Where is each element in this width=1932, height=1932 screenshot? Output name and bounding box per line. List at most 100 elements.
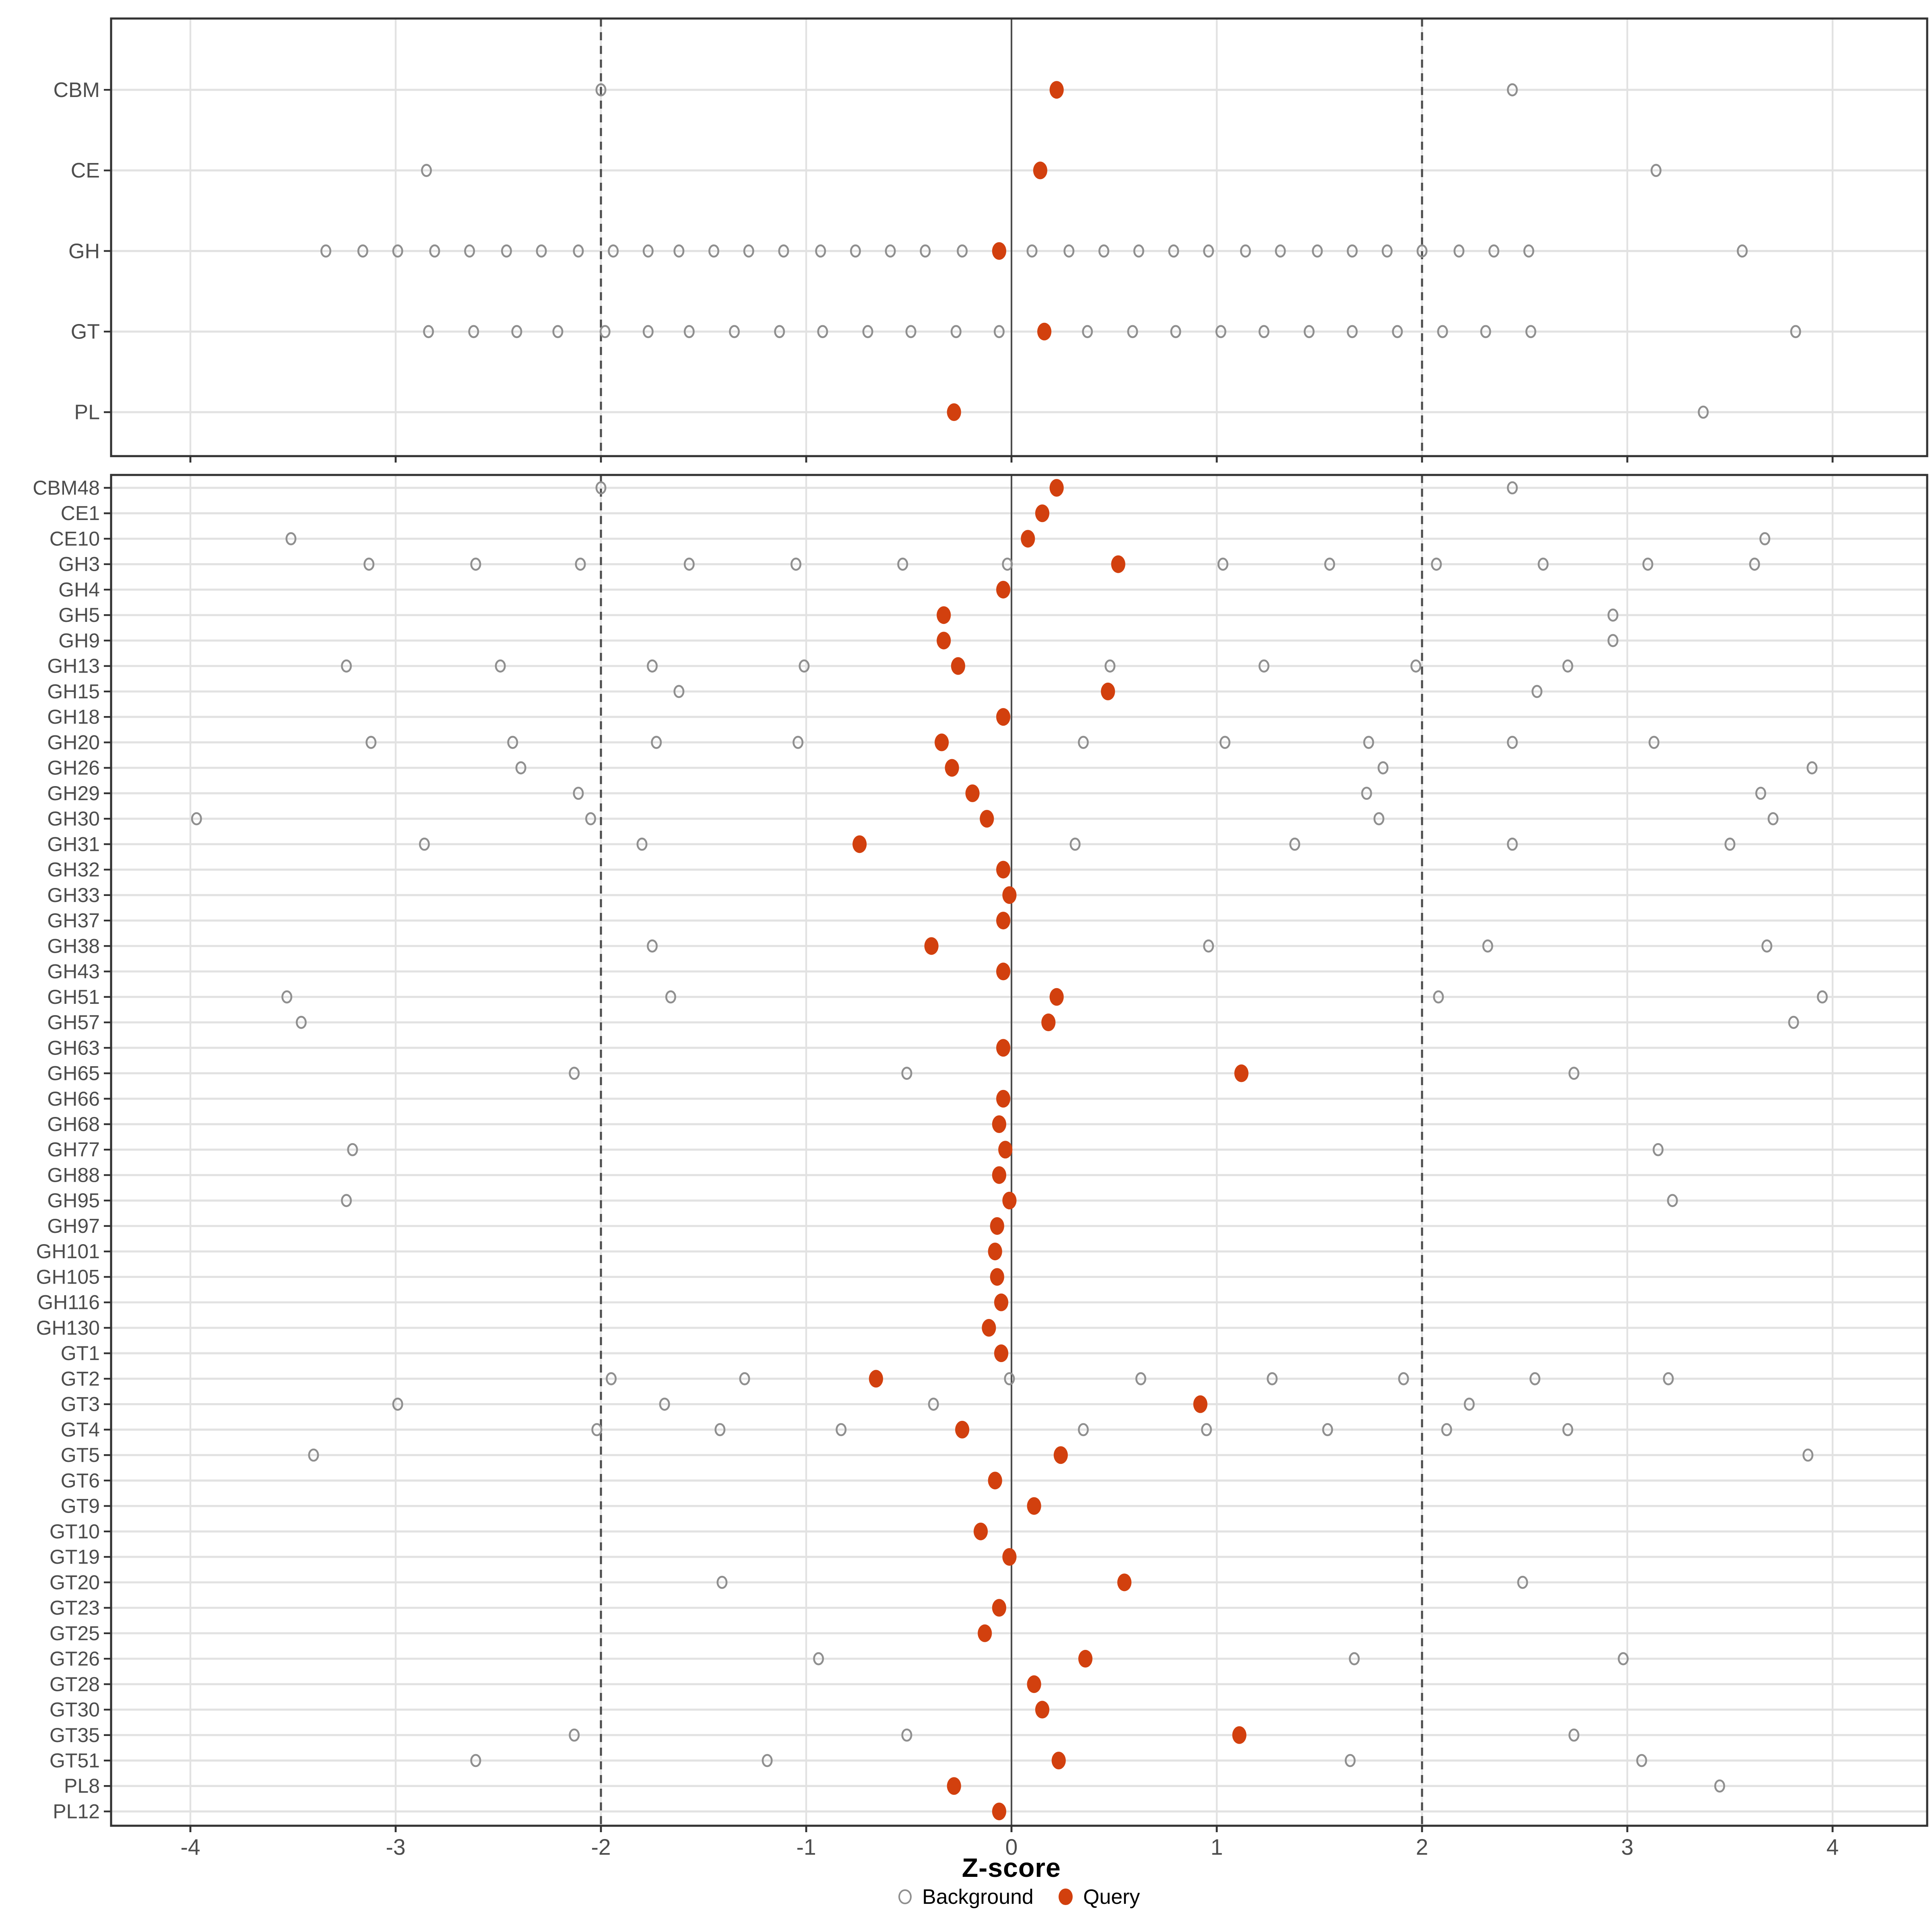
background-point [647,659,658,673]
background-point [599,325,611,339]
query-point [947,1777,961,1795]
background-point [1312,244,1323,258]
background-point [1788,1016,1799,1029]
background-point [1203,939,1214,953]
background-point [606,1372,617,1385]
y-axis-label: GT [71,320,100,343]
background-point [419,838,430,851]
background-point [470,1754,481,1767]
background-point [511,325,522,339]
y-axis-label: GH30 [47,807,100,830]
background-point [1737,244,1748,258]
background-point [1714,1779,1725,1793]
query-point [1021,530,1035,548]
background-point [774,325,785,339]
background-point [468,325,479,339]
background-point [1381,244,1393,258]
background-point [1507,838,1518,851]
background-point [901,1728,912,1742]
query-point [1232,1726,1247,1744]
query-point [1117,1573,1132,1591]
background-point [1453,244,1465,258]
query-point [988,1472,1002,1490]
query-point [1041,1013,1056,1032]
query-point [992,1115,1006,1133]
query-point [1049,81,1064,99]
query-point [996,708,1011,726]
background-point [1667,1194,1678,1208]
y-axis-label: GH15 [47,680,100,703]
background-point [1078,736,1089,749]
query-point [992,242,1006,260]
background-point [799,659,810,673]
background-point [683,557,695,571]
background-point [1607,608,1618,622]
background-point [905,325,916,339]
background-point [1441,1423,1452,1437]
y-axis-label: CBM [53,78,100,102]
background-point [714,1423,726,1437]
background-point [591,1423,603,1437]
y-axis-label: GH77 [47,1138,100,1161]
query-point [1049,479,1064,497]
background-point [1480,325,1491,339]
background-point [320,244,332,258]
background-point [1347,244,1358,258]
query-point [996,1090,1011,1108]
query-point [996,962,1011,980]
background-point [1607,634,1618,647]
query-point [1035,504,1050,522]
background-point [573,244,584,258]
background-point [575,557,586,571]
y-axis-label: GT6 [61,1469,100,1492]
background-point [1437,325,1448,339]
background-point [1482,939,1493,953]
y-axis-label: GT1 [61,1342,100,1364]
y-axis-label: GT20 [50,1571,100,1593]
background-point [501,244,512,258]
y-axis-label: GT35 [50,1724,100,1746]
background-point [950,325,962,339]
query-point [1193,1395,1208,1413]
background-point [347,1143,358,1156]
y-axis-label: GH66 [47,1088,100,1110]
background-point [791,557,802,571]
background-point [608,244,619,258]
background-point [1377,761,1389,774]
background-point [470,557,481,571]
y-axis-label: GH26 [47,757,100,779]
background-point [392,1397,403,1411]
background-point [1650,164,1662,177]
legend-item-query: Query [1059,1885,1140,1909]
background-point [739,1372,750,1385]
x-axis-tick-label: 2 [1416,1835,1428,1860]
background-point [1135,1372,1146,1385]
query-point [1234,1064,1249,1082]
query-point [937,606,951,624]
query-point [990,1217,1004,1235]
background-point [308,1448,319,1462]
x-axis-tick-label: -4 [180,1835,200,1860]
y-axis-label: CE10 [50,527,100,550]
y-axis-label: GH29 [47,782,100,805]
background-point [1525,325,1536,339]
background-point [1219,736,1230,749]
background-point [421,164,432,177]
background-point [1488,244,1500,258]
y-axis-label: GT51 [50,1749,100,1772]
query-point [978,1624,992,1642]
background-point [365,736,377,749]
query-point [988,1243,1002,1261]
legend-query-label: Query [1083,1885,1140,1909]
background-point [191,812,202,826]
background-point [1562,1423,1573,1437]
y-axis-label: GH20 [47,731,100,753]
x-axis-tick-label: 0 [1005,1835,1018,1860]
y-axis-label: GH37 [47,909,100,932]
background-point [836,1423,847,1437]
background-point [850,244,861,258]
background-point [1648,736,1660,749]
background-point [585,812,597,826]
y-axis-label: GH38 [47,935,100,957]
